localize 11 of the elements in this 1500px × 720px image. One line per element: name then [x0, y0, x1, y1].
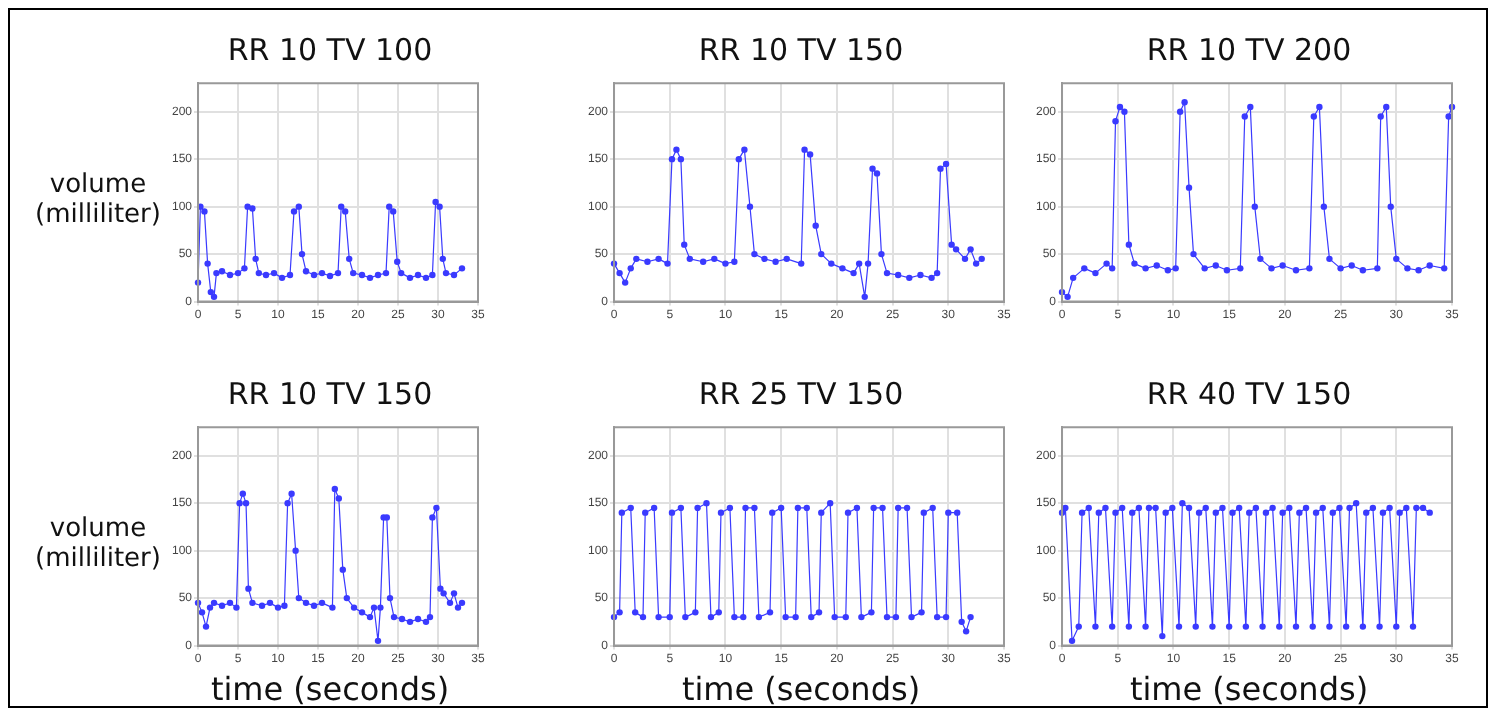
- y-axis-title: volume (milliliter): [33, 169, 163, 229]
- x-axis-title: time (seconds): [679, 668, 923, 712]
- chart-title: RR 10 TV 100: [225, 30, 435, 72]
- y-axis-title: volume (milliliter): [33, 513, 163, 573]
- x-axis-title: time (seconds): [1127, 668, 1371, 712]
- chart-title: RR 25 TV 150: [696, 374, 906, 416]
- chart-title: RR 10 TV 200: [1144, 30, 1354, 72]
- chart-title: RR 40 TV 150: [1144, 374, 1354, 416]
- chart-title: RR 10 TV 150: [225, 374, 435, 416]
- x-axis-title: time (seconds): [208, 668, 452, 712]
- chart-title: RR 10 TV 150: [696, 30, 906, 72]
